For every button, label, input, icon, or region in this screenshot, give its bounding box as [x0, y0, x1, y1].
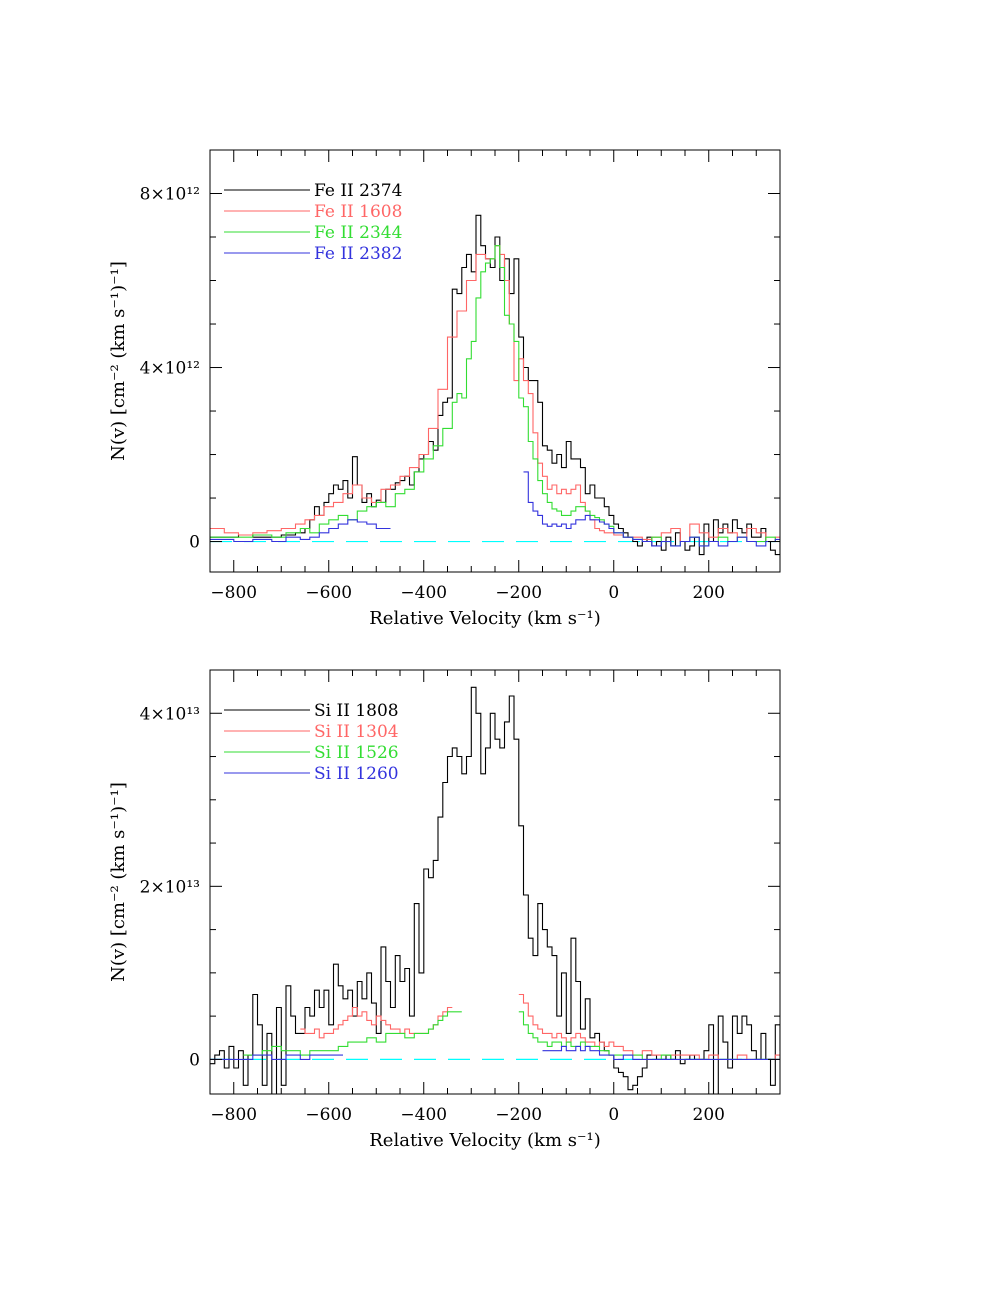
legend-label: Fe II 2344 — [314, 223, 402, 243]
series-line-0-0 — [210, 214, 780, 556]
x-tick-label: 200 — [693, 583, 725, 603]
x-tick-label: −800 — [210, 583, 257, 603]
series-line-3-1 — [542, 1045, 780, 1060]
legend-label: Si II 1260 — [314, 764, 399, 784]
legend-label: Si II 1304 — [314, 722, 399, 742]
series-line-2-0 — [210, 245, 780, 547]
y-axis-label: N(v) [cm⁻² (km s⁻¹)⁻¹] — [108, 782, 129, 982]
x-tick-label: 0 — [608, 1105, 619, 1125]
y-tick-label: 2×10¹³ — [140, 877, 200, 897]
y-axis-label: N(v) [cm⁻² (km s⁻¹)⁻¹] — [108, 261, 129, 461]
legend-label: Fe II 2374 — [314, 181, 402, 201]
y-tick-label: 0 — [189, 533, 200, 553]
x-tick-label: 200 — [693, 1105, 725, 1125]
legend-label: Fe II 2382 — [314, 244, 402, 264]
series-line-1-1 — [518, 993, 780, 1060]
series-line-3-1 — [523, 471, 780, 547]
x-tick-label: −200 — [495, 1105, 542, 1125]
plot-frame — [209, 149, 781, 573]
series-line-2-0 — [243, 1011, 462, 1056]
fe-ii-panel: −800 −600 −400 −200 0 200 0 4×10¹² 8×10¹² Relativ… — [108, 149, 781, 629]
legend-label: Fe II 1608 — [314, 202, 402, 222]
series-line-1-0 — [210, 245, 780, 543]
x-axis-label: Relative Velocity (km s⁻¹) — [369, 1130, 600, 1151]
series-line-3-0 — [210, 519, 391, 543]
y-tick-label: 8×10¹² — [140, 185, 200, 205]
y-tick-label: 4×10¹³ — [140, 704, 200, 724]
legend-label: Si II 1808 — [314, 701, 399, 721]
x-tick-label: −400 — [400, 1105, 447, 1125]
series-line-2-1 — [518, 1011, 780, 1060]
series-line-3-0 — [210, 1054, 343, 1060]
y-tick-label: 4×10¹² — [140, 359, 200, 379]
x-tick-label: −400 — [400, 583, 447, 603]
x-tick-label: −600 — [305, 1105, 352, 1125]
x-tick-label: −800 — [210, 1105, 257, 1125]
series-line-0-0 — [210, 686, 780, 1094]
x-axis-label: Relative Velocity (km s⁻¹) — [369, 608, 600, 629]
x-tick-label: −200 — [495, 583, 542, 603]
x-tick-label: −600 — [305, 583, 352, 603]
y-tick-label: 0 — [189, 1050, 200, 1070]
legend-label: Si II 1526 — [314, 743, 399, 763]
si-ii-panel: −800 −600 −400 −200 0 200 0 2×10¹³ 4×10¹³ Relativ… — [108, 669, 781, 1151]
x-tick-label: 0 — [608, 583, 619, 603]
